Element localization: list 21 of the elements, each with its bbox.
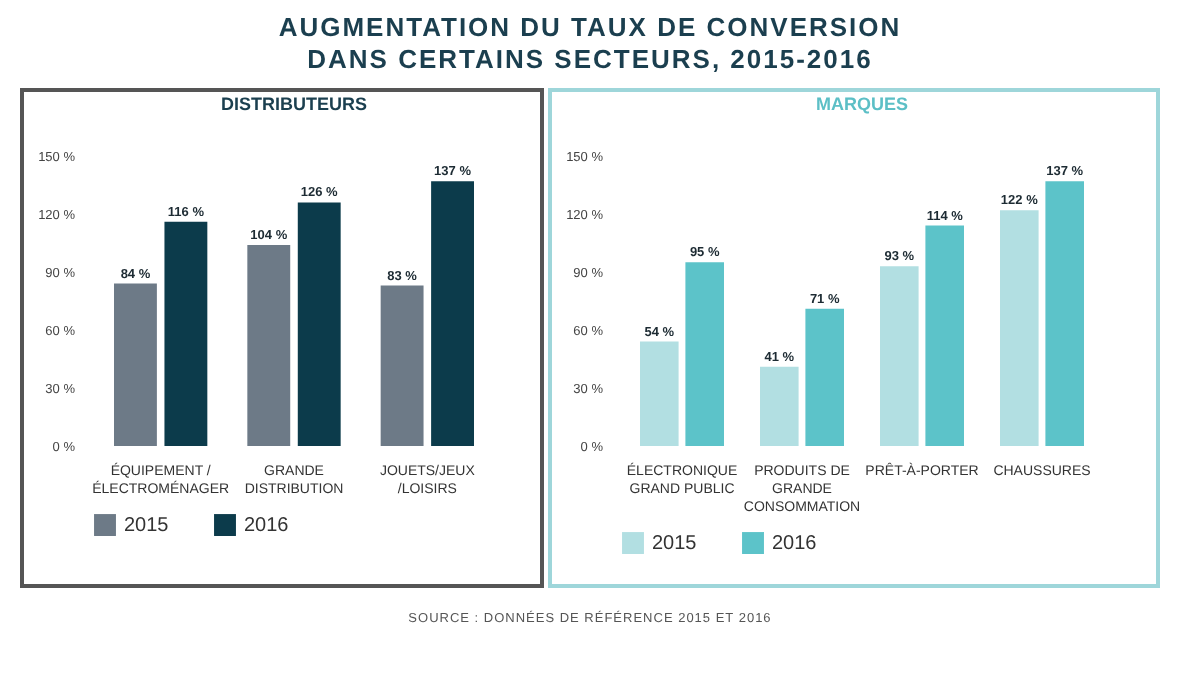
text: AUGMENTATION DU TAUX DE CONVERSION DANS CERTAINS SECTEURS, 2015-2016 — [276, 12, 904, 76]
legend-label: 2015 — [652, 533, 698, 556]
bar — [805, 308, 844, 446]
bar — [1045, 181, 1084, 446]
bar — [380, 285, 424, 446]
bar — [1000, 210, 1039, 446]
bar — [925, 225, 964, 446]
legend-label: 2015 — [124, 515, 170, 538]
bar — [247, 244, 291, 446]
legend-label: 2016 — [244, 515, 290, 538]
bar — [431, 181, 474, 446]
legend-label: 2016 — [772, 533, 818, 556]
bar — [685, 262, 724, 446]
bar — [164, 221, 208, 446]
bar — [760, 366, 799, 446]
bar — [114, 283, 157, 446]
chart-subtitle: MARQUES — [815, 94, 909, 114]
bar — [297, 202, 341, 446]
chart-subtitle: DISTRIBUTEURS — [220, 94, 368, 114]
bar — [640, 341, 679, 446]
bar — [880, 266, 919, 446]
